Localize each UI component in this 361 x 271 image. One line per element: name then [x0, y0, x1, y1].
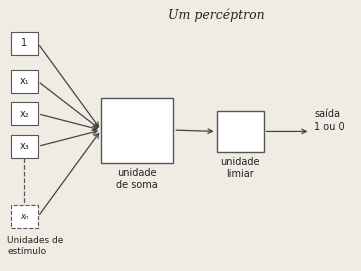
Text: Unidades de
estímulo: Unidades de estímulo — [7, 236, 64, 256]
Bar — [11, 102, 38, 125]
Bar — [11, 135, 38, 158]
Bar — [101, 98, 173, 163]
Bar — [11, 32, 38, 55]
Bar — [11, 70, 38, 93]
Text: x₂: x₂ — [19, 109, 29, 119]
Text: x₁: x₁ — [19, 76, 29, 86]
Text: 1: 1 — [21, 38, 27, 48]
Text: saída
1 ou 0: saída 1 ou 0 — [314, 109, 345, 132]
Text: xₙ: xₙ — [20, 212, 29, 221]
Text: Um percéptron: Um percéptron — [168, 8, 265, 22]
Text: x₃: x₃ — [19, 141, 29, 151]
Bar — [11, 205, 38, 228]
Text: unidade
limiar: unidade limiar — [220, 157, 260, 179]
Bar — [217, 111, 264, 152]
Text: unidade
de soma: unidade de soma — [116, 168, 158, 190]
